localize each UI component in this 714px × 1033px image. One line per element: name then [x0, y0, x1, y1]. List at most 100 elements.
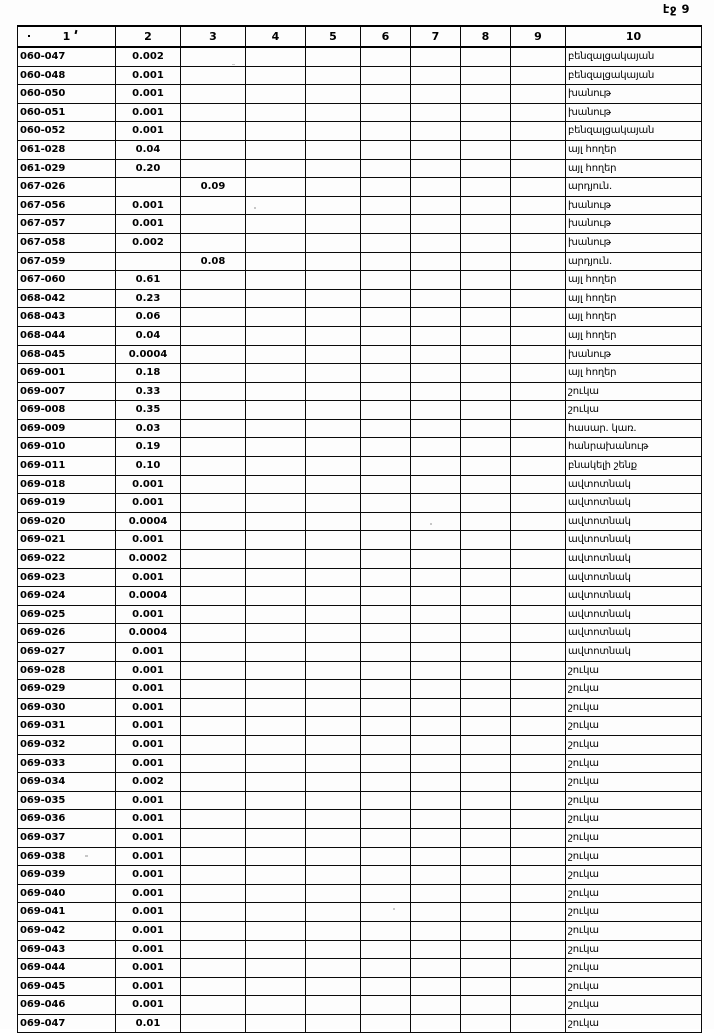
cell-column-3	[180, 46, 246, 67]
cell-column-2: 0.001	[115, 976, 181, 997]
cell-column-8	[460, 679, 511, 699]
cell-column-6	[360, 46, 411, 67]
cell-parcel-code: 060-051	[17, 102, 116, 123]
cell-column-3	[180, 567, 246, 588]
cell-column-9	[510, 679, 566, 699]
cell-column-2: 0.0004	[115, 623, 181, 643]
cell-column-2: 0.001	[115, 214, 181, 234]
cell-parcel-code: 069-007	[17, 381, 116, 402]
cell-column-8	[460, 400, 511, 420]
cell-column-6	[360, 288, 411, 309]
cell-column-3	[180, 958, 246, 978]
cell-column-4	[245, 567, 306, 588]
cell-column-6	[360, 1013, 411, 1033]
cell-column-7	[410, 232, 461, 253]
table-row: 060-052 0.001 բենզալցակայան	[17, 121, 702, 141]
cell-parcel-code: 060-050	[17, 84, 116, 104]
cell-column-8	[460, 511, 511, 532]
cell-column-2: 0.001	[115, 474, 181, 495]
cell-usage-type: խանութ	[565, 195, 702, 216]
table-row: 069-021 0.001 ավտոտնակ	[17, 530, 702, 551]
cell-column-6	[360, 753, 411, 774]
cell-column-8	[460, 827, 511, 848]
cell-column-8	[460, 642, 511, 662]
cell-usage-type: հանրախանութ	[565, 437, 702, 458]
cell-column-2: 0.001	[115, 995, 181, 1015]
cell-usage-type: շուկա	[565, 753, 702, 774]
cell-column-9	[510, 307, 566, 327]
cell-column-3	[180, 530, 246, 551]
cell-column-9	[510, 214, 566, 234]
cell-column-4	[245, 121, 306, 141]
cell-column-6	[360, 121, 411, 141]
cell-column-2: 0.35	[115, 400, 181, 420]
cell-column-4	[245, 976, 306, 997]
cell-column-6	[360, 790, 411, 811]
cell-column-5	[305, 344, 361, 365]
cell-column-6	[360, 456, 411, 476]
cell-column-3	[180, 139, 246, 160]
cell-column-4	[245, 456, 306, 476]
cell-column-4	[245, 772, 306, 792]
cell-column-9	[510, 232, 566, 253]
cell-column-8	[460, 586, 511, 606]
table-row: 069-037 0.001 շուկա	[17, 827, 702, 848]
cell-column-4	[245, 251, 306, 272]
table-row: 067-059 0.08 արդյուն.	[17, 251, 702, 272]
cell-column-6	[360, 939, 411, 960]
cell-usage-type: ավտոտնակ	[565, 493, 702, 513]
cell-column-4	[245, 325, 306, 346]
cell-column-4	[245, 697, 306, 718]
cell-column-8	[460, 846, 511, 867]
data-table-container: 1 2 3 4 5 6 7 8 9 10 060-047 0.002 բենզալց…	[17, 25, 702, 1033]
cell-usage-type: շուկա	[565, 902, 702, 922]
cell-column-2: 0.001	[115, 679, 181, 699]
cell-column-6	[360, 381, 411, 402]
column-header-5: 5	[305, 25, 361, 48]
cell-column-9	[510, 102, 566, 123]
cell-column-7	[410, 734, 461, 755]
cell-column-9	[510, 251, 566, 272]
cell-column-7	[410, 307, 461, 327]
cell-column-9	[510, 474, 566, 495]
cell-column-7	[410, 493, 461, 513]
cell-column-8	[460, 121, 511, 141]
cell-column-2: 0.001	[115, 734, 181, 755]
table-header-row-group: 1 2 3 4 5 6 7 8 9 10	[17, 25, 702, 48]
cell-column-7	[410, 697, 461, 718]
cell-column-4	[245, 232, 306, 253]
cell-column-6	[360, 883, 411, 904]
cell-column-5	[305, 381, 361, 402]
cell-column-5	[305, 493, 361, 513]
cell-parcel-code: 061-029	[17, 158, 116, 179]
cell-column-8	[460, 381, 511, 402]
cell-column-9	[510, 865, 566, 885]
table-row: 068-042 0.23 այլ հողեր	[17, 288, 702, 309]
cell-column-2: 0.001	[115, 958, 181, 978]
cell-column-9	[510, 121, 566, 141]
cell-column-9	[510, 716, 566, 736]
cell-column-3	[180, 734, 246, 755]
cell-parcel-code: 069-011	[17, 456, 116, 476]
cell-column-5	[305, 716, 361, 736]
cell-column-3	[180, 214, 246, 234]
cell-column-5	[305, 214, 361, 234]
cell-column-3	[180, 325, 246, 346]
cell-column-9	[510, 902, 566, 922]
table-row: 069-007 0.33 շուկա	[17, 381, 702, 402]
cell-column-8	[460, 976, 511, 997]
cell-column-3	[180, 976, 246, 997]
table-row: 061-028 0.04 այլ հողեր	[17, 139, 702, 160]
cell-column-5	[305, 753, 361, 774]
cell-parcel-code: 060-047	[17, 46, 116, 67]
table-row: 060-051 0.001 խանութ	[17, 102, 702, 123]
cell-column-5	[305, 604, 361, 625]
cell-usage-type: ավտոտնակ	[565, 586, 702, 606]
cell-column-3	[180, 232, 246, 253]
cell-column-4	[245, 549, 306, 569]
cell-column-7	[410, 567, 461, 588]
cell-column-2: 0.0002	[115, 549, 181, 569]
cell-column-9	[510, 920, 566, 941]
cell-column-2	[115, 251, 181, 272]
table-row: 069-008 0.35 շուկա	[17, 400, 702, 420]
